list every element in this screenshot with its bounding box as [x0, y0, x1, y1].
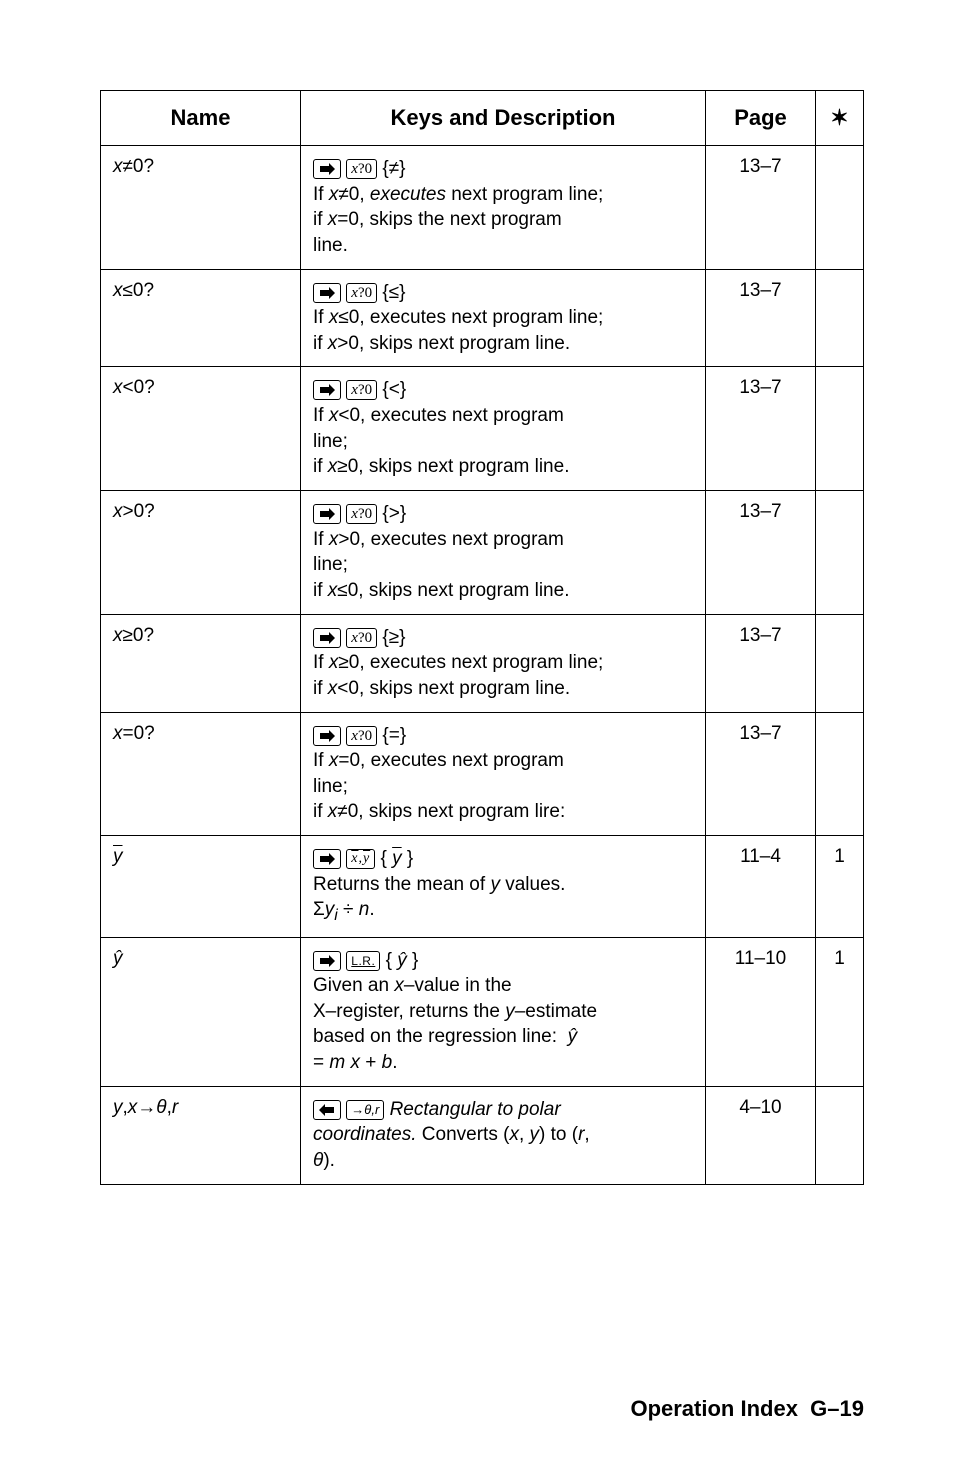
x-compare-key-icon: x?0	[346, 628, 377, 648]
shift-right-key-icon	[313, 159, 341, 179]
cell-star	[816, 146, 864, 270]
x-compare-key-icon: x?0	[346, 504, 377, 524]
cell-name: x<0?	[101, 367, 301, 491]
x-compare-key-icon: x?0	[346, 726, 377, 746]
x-compare-key-icon: x?0	[346, 159, 377, 179]
shift-right-key-icon	[313, 628, 341, 648]
cell-name: x=0?	[101, 712, 301, 836]
footer-label: Operation Index	[630, 1396, 797, 1421]
shift-right-key-icon	[313, 951, 341, 971]
x-compare-key-icon: x?0	[346, 283, 377, 303]
header-star: ✶	[816, 91, 864, 146]
cell-name: y,x→θ,r	[101, 1086, 301, 1184]
table-row: x≥0? x?0 {≥} If x≥0, executes next progr…	[101, 614, 864, 712]
shift-right-key-icon	[313, 380, 341, 400]
cell-star	[816, 491, 864, 615]
shift-right-key-icon	[313, 726, 341, 746]
cell-star	[816, 367, 864, 491]
menu-option: { ŷ }	[386, 950, 419, 971]
cell-page: 13–7	[706, 712, 816, 836]
cell-desc: x?0 {≠} If x≠0, executes next program li…	[301, 146, 706, 270]
table-row: x>0? x?0 {>} If x>0, executes next progr…	[101, 491, 864, 615]
cell-star: 1	[816, 836, 864, 937]
table-row: y,x→θ,r →θ,r Rectangular to polar coordi…	[101, 1086, 864, 1184]
cell-page: 11–4	[706, 836, 816, 937]
shift-right-key-icon	[313, 283, 341, 303]
page-footer: Operation Index G–19	[630, 1396, 864, 1422]
operation-index-table: Name Keys and Description Page ✶ x≠0? x?…	[100, 90, 864, 1185]
header-page: Page	[706, 91, 816, 146]
cell-desc: x?0 {<} If x<0, executes next program li…	[301, 367, 706, 491]
cell-desc: x,y { y } Returns the mean of y values. …	[301, 836, 706, 937]
cell-name: ŷ	[101, 937, 301, 1086]
cell-desc: x?0 {>} If x>0, executes next program li…	[301, 491, 706, 615]
cell-page: 13–7	[706, 269, 816, 367]
cell-name: x≤0?	[101, 269, 301, 367]
table-row: x<0? x?0 {<} If x<0, executes next progr…	[101, 367, 864, 491]
cell-star	[816, 269, 864, 367]
menu-option: {>}	[382, 503, 406, 524]
cell-desc: →θ,r Rectangular to polar coordinates. C…	[301, 1086, 706, 1184]
cell-name: x≥0?	[101, 614, 301, 712]
table-row: y x,y { y } Returns the mean of y values…	[101, 836, 864, 937]
cell-desc: x?0 {≥} If x≥0, executes next program li…	[301, 614, 706, 712]
cell-star	[816, 712, 864, 836]
header-desc: Keys and Description	[301, 91, 706, 146]
table-row: x≠0? x?0 {≠} If x≠0, executes next progr…	[101, 146, 864, 270]
cell-page: 13–7	[706, 614, 816, 712]
cell-page: 11–10	[706, 937, 816, 1086]
shift-right-key-icon	[313, 504, 341, 524]
menu-option: {<}	[382, 379, 406, 400]
table-row: x=0? x?0 {=} If x=0, executes next progr…	[101, 712, 864, 836]
cell-desc: L.R. { ŷ } Given an x–value in the X–reg…	[301, 937, 706, 1086]
cell-page: 4–10	[706, 1086, 816, 1184]
cell-star	[816, 614, 864, 712]
cell-star: 1	[816, 937, 864, 1086]
cell-desc: x?0 {≤} If x≤0, executes next program li…	[301, 269, 706, 367]
shift-right-key-icon	[313, 849, 341, 869]
cell-name: x≠0?	[101, 146, 301, 270]
x-compare-key-icon: x?0	[346, 380, 377, 400]
footer-page: G–19	[810, 1396, 864, 1421]
cell-name: y	[101, 836, 301, 937]
table-row: x≤0? x?0 {≤} If x≤0, executes next progr…	[101, 269, 864, 367]
menu-option: {≥}	[382, 627, 405, 648]
shift-left-key-icon	[313, 1100, 341, 1120]
menu-option: {≤}	[382, 282, 405, 303]
menu-option: { y }	[381, 848, 414, 869]
to-polar-key-icon: →θ,r	[346, 1100, 384, 1120]
menu-option: {≠}	[382, 158, 405, 179]
mean-key-icon: x,y	[346, 849, 375, 869]
cell-star	[816, 1086, 864, 1184]
header-name: Name	[101, 91, 301, 146]
cell-page: 13–7	[706, 146, 816, 270]
cell-name: x>0?	[101, 491, 301, 615]
table-row: ŷ L.R. { ŷ } Given an x–value in the X–r…	[101, 937, 864, 1086]
cell-page: 13–7	[706, 367, 816, 491]
cell-page: 13–7	[706, 491, 816, 615]
lr-key-icon: L.R.	[346, 951, 380, 971]
menu-option: {=}	[382, 725, 406, 746]
cell-desc: x?0 {=} If x=0, executes next program li…	[301, 712, 706, 836]
